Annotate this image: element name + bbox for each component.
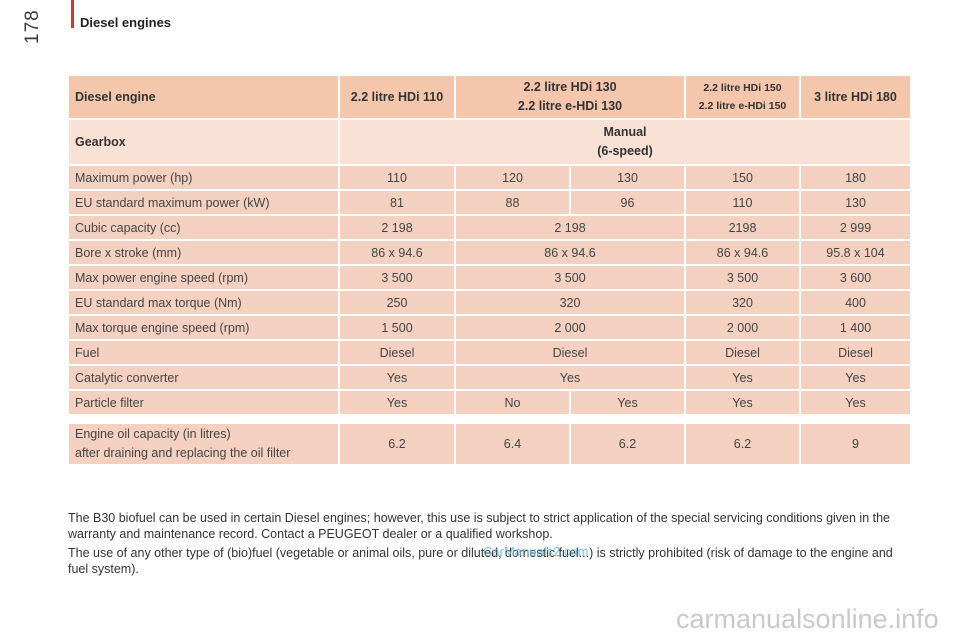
table-row: Catalytic converter Yes Yes Yes Yes [67, 364, 912, 391]
table-cell: Yes [799, 364, 912, 391]
row-label: Maximum power (hp) [67, 164, 340, 191]
table-cell: 250 [338, 289, 456, 316]
table-cell: 130 [799, 189, 912, 216]
gearbox-type: Manual [603, 125, 647, 139]
table-cell: Yes [338, 364, 456, 391]
table-cell: 86 x 94.6 [684, 239, 801, 266]
table-cell: 3 500 [684, 264, 801, 291]
table-cell: Diesel [338, 339, 456, 366]
header-diesel-engine: Diesel engine [67, 74, 340, 120]
table-cell: 3 500 [454, 264, 686, 291]
table-cell: 180 [799, 164, 912, 191]
gearbox-label: Gearbox [67, 118, 340, 166]
row-label: Catalytic converter [67, 364, 340, 391]
table-row: EU standard maximum power (kW) 81 88 96 … [67, 189, 912, 216]
table-row: Fuel Diesel Diesel Diesel Diesel [67, 339, 912, 366]
table-row: Bore x stroke (mm) 86 x 94.6 86 x 94.6 8… [67, 239, 912, 266]
table-cell: Yes [338, 389, 456, 416]
table-cell: 81 [338, 189, 456, 216]
table-cell: 86 x 94.6 [338, 239, 456, 266]
table-cell: 2 000 [684, 314, 801, 341]
biofuel-note: The B30 biofuel can be used in certain D… [68, 511, 890, 541]
table-cell: 2 000 [454, 314, 686, 341]
gearbox-value: Manual (6-speed) [338, 118, 912, 166]
watermark: CarManuals2.com [483, 544, 589, 559]
table-row: Max power engine speed (rpm) 3 500 3 500… [67, 264, 912, 291]
table-cell: 320 [454, 289, 686, 316]
table-header-row: Diesel engine 2.2 litre HDi 110 2.2 litr… [67, 74, 912, 120]
header-hdi-130-line: 2.2 litre HDi 130 [523, 80, 617, 94]
table-cell: 6.2 [684, 422, 801, 466]
oil-capacity-label-line1: Engine oil capacity (in litres) [75, 427, 231, 441]
table-cell: 110 [338, 164, 456, 191]
table-cell: 6.4 [454, 422, 571, 466]
table-cell: 3 600 [799, 264, 912, 291]
row-label: EU standard max torque (Nm) [67, 289, 340, 316]
header-ehdi-130-line: 2.2 litre e-HDi 130 [517, 99, 623, 113]
row-label: Fuel [67, 339, 340, 366]
table-cell: 3 500 [338, 264, 456, 291]
table-cell: 6.2 [569, 422, 686, 466]
oil-capacity-label: Engine oil capacity (in litres) after dr… [67, 422, 340, 466]
table-cell: 130 [569, 164, 686, 191]
row-label: Max power engine speed (rpm) [67, 264, 340, 291]
table-cell: 2 999 [799, 214, 912, 241]
header-hdi-150: 2.2 litre HDi 150 2.2 litre e-HDi 150 [684, 74, 801, 120]
table-cell: 1 500 [338, 314, 456, 341]
header-hdi-130: 2.2 litre HDi 130 2.2 litre e-HDi 130 [454, 74, 686, 120]
oil-capacity-label-line2: after draining and replacing the oil fil… [75, 446, 291, 460]
table-row: Particle filter Yes No Yes Yes Yes [67, 389, 912, 416]
table-cell: Yes [684, 389, 801, 416]
header-hdi-110: 2.2 litre HDi 110 [338, 74, 456, 120]
table-cell: No [454, 389, 571, 416]
row-label: EU standard maximum power (kW) [67, 189, 340, 216]
oil-capacity-row: Engine oil capacity (in litres) after dr… [67, 422, 912, 466]
page-number: 178 [22, 9, 43, 44]
table-cell: Yes [684, 364, 801, 391]
row-label: Max torque engine speed (rpm) [67, 314, 340, 341]
table-cell: Yes [799, 389, 912, 416]
table-cell: Yes [454, 364, 686, 391]
table-cell: 88 [454, 189, 571, 216]
footer-watermark: carmanualsonline.info [676, 604, 939, 634]
table-cell: 2198 [684, 214, 801, 241]
gearbox-row: Gearbox Manual (6-speed) [67, 118, 912, 166]
table-cell: 400 [799, 289, 912, 316]
table-cell: 1 400 [799, 314, 912, 341]
section-marker-bar [71, 0, 74, 28]
table-cell: 2 198 [338, 214, 456, 241]
table-cell: 120 [454, 164, 571, 191]
table-cell: 320 [684, 289, 801, 316]
table-cell: Diesel [799, 339, 912, 366]
table-row: Max torque engine speed (rpm) 1 500 2 00… [67, 314, 912, 341]
header-ehdi-150-line: 2.2 litre e-HDi 150 [698, 100, 787, 112]
engine-spec-table: Diesel engine 2.2 litre HDi 110 2.2 litr… [67, 74, 912, 466]
table-cell: 2 198 [454, 214, 686, 241]
table-row: EU standard max torque (Nm) 250 320 320 … [67, 289, 912, 316]
header-hdi-180: 3 litre HDi 180 [799, 74, 912, 120]
table-cell: 110 [684, 189, 801, 216]
row-label: Particle filter [67, 389, 340, 416]
table-cell: 86 x 94.6 [454, 239, 686, 266]
table-cell: Diesel [454, 339, 686, 366]
row-label: Bore x stroke (mm) [67, 239, 340, 266]
table-cell: 9 [799, 422, 912, 466]
header-hdi-150-line: 2.2 litre HDi 150 [703, 82, 782, 94]
row-label: Cubic capacity (cc) [67, 214, 340, 241]
fuel-warning-note: The use of any other type of (bio)fuel (… [68, 546, 893, 576]
section-title: Diesel engines [80, 15, 172, 30]
table-cell: 150 [684, 164, 801, 191]
table-row: Cubic capacity (cc) 2 198 2 198 2198 2 9… [67, 214, 912, 241]
table-cell: 96 [569, 189, 686, 216]
table-cell: Yes [569, 389, 686, 416]
gearbox-speeds: (6-speed) [597, 144, 653, 158]
table-cell: 95.8 x 104 [799, 239, 912, 266]
table-cell: 6.2 [338, 422, 456, 466]
table-cell: Diesel [684, 339, 801, 366]
table-row: Maximum power (hp) 110 120 130 150 180 [67, 164, 912, 191]
table-gap [67, 414, 912, 424]
